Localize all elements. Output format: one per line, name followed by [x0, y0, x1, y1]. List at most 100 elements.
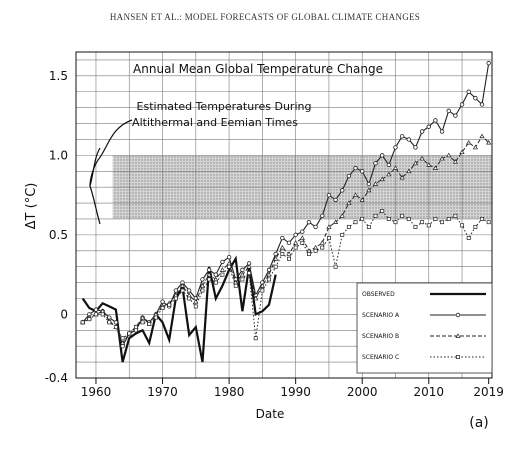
series-1-point [393, 145, 398, 150]
series-2-point [273, 256, 279, 261]
series-3-point [260, 288, 265, 293]
series-3-point [227, 264, 232, 269]
series-1-point [206, 267, 212, 273]
series-1-point [93, 307, 99, 312]
series-3-point [293, 245, 298, 250]
series-1-point [479, 102, 485, 107]
series-3-point [287, 256, 291, 261]
series-2-point [193, 298, 199, 304]
series-3-point [273, 264, 278, 269]
series-2-point [452, 159, 458, 164]
series-2-point [359, 197, 365, 202]
series-3-point [380, 209, 385, 213]
series-3-point [353, 220, 358, 225]
series-2-point [392, 165, 399, 170]
series-1-point [366, 181, 372, 187]
series-2-point [412, 160, 419, 166]
series-3-point [366, 224, 371, 229]
series-3-point [240, 277, 245, 282]
series-3-point [460, 223, 464, 228]
series-2-point [139, 314, 146, 320]
series-3-point [413, 224, 418, 229]
series-1-point [340, 188, 345, 193]
series-3-point [147, 321, 152, 326]
series-2-point [399, 174, 405, 180]
legend-label-scenario-b: SCENARIO B [362, 333, 399, 340]
series-3-point [480, 217, 484, 221]
series-1-point [213, 272, 218, 277]
series-2-point [446, 152, 452, 158]
series-3-point [233, 283, 238, 288]
series-3-point [160, 306, 165, 310]
series-3-point [207, 277, 212, 282]
series-2-point [179, 283, 186, 288]
series-1-point [200, 277, 205, 282]
y-tick-label-4: 1.5 [49, 69, 68, 83]
series-1-point [306, 219, 312, 225]
series-3-point [406, 217, 411, 221]
panel-label: (a) [469, 415, 489, 431]
x-tick-label-1980: 1980 [214, 385, 245, 399]
legend-marker-2 [455, 333, 461, 338]
series-2-point [406, 168, 412, 174]
series-3-point [280, 252, 285, 256]
series-3-point [213, 280, 218, 285]
series-2-point [319, 240, 325, 245]
series-2-point [379, 176, 385, 182]
series-3-point [180, 288, 185, 293]
series-2-point [339, 213, 345, 218]
series-3-point [340, 232, 345, 237]
series-2-point [466, 139, 472, 145]
axes: 1960 1970 1980 1990 2000 2010 2019 -0.4 0 0.5 1.0 1… [45, 51, 504, 399]
series-1-point [293, 232, 298, 238]
legend-box [356, 282, 493, 374]
y-tick-label-3: 1.0 [49, 148, 68, 162]
series-1-point [313, 224, 318, 230]
series-1-point [473, 95, 478, 101]
y-tick-label-1: 0 [60, 307, 68, 321]
annotation-curve [89, 119, 133, 187]
series-2-point [293, 240, 299, 245]
series-2-point [372, 181, 379, 186]
series-2-point [472, 144, 478, 150]
series-3-point [193, 304, 198, 309]
chart-title: Annual Mean Global Temperature Change [133, 62, 383, 76]
series-2-point [346, 200, 352, 205]
series-1-point [386, 162, 392, 168]
series-3-point [100, 312, 105, 317]
series-1-point [439, 129, 445, 134]
x-tick-label-1960: 1960 [81, 385, 112, 399]
series-2-point [119, 340, 126, 345]
series-2-point [352, 192, 359, 197]
y-axis-label: ΔT (°C) [24, 183, 39, 230]
series-2-point [366, 187, 372, 193]
series-group [80, 60, 492, 363]
series-1-point [160, 299, 165, 304]
series-2-point [199, 283, 206, 288]
legend-marker-3 [456, 355, 460, 359]
series-1-point [186, 288, 192, 293]
plot-frame [75, 51, 493, 379]
series-3-point [307, 252, 311, 256]
annotation-line-1: Estimated Temperatures During [137, 100, 312, 113]
series-3-point [94, 312, 98, 317]
series-1-point [220, 259, 225, 265]
page-header: HANSEN ET AL.: MODEL FORECASTS OF GLOBAL… [110, 12, 420, 22]
series-1-point [459, 102, 465, 107]
series-3-point [167, 302, 172, 307]
series-1-point [326, 192, 332, 198]
series-1-point [333, 197, 338, 203]
series-3-point [466, 236, 471, 241]
series-3-point [393, 220, 398, 225]
series-2-point [239, 271, 246, 277]
series-2-point [332, 219, 339, 225]
series-3-point [373, 213, 378, 218]
x-tick-label-2019: 2019 [473, 385, 504, 399]
series-3-point [127, 331, 132, 336]
series-3-point [326, 236, 331, 241]
series-2-point [486, 139, 492, 145]
series-3-point [107, 320, 112, 325]
legend: OBSERVED SCENARIO A SCENARIO B SCENARIO … [356, 282, 493, 374]
annotation-brace [89, 147, 101, 225]
series-2-point [419, 155, 425, 161]
